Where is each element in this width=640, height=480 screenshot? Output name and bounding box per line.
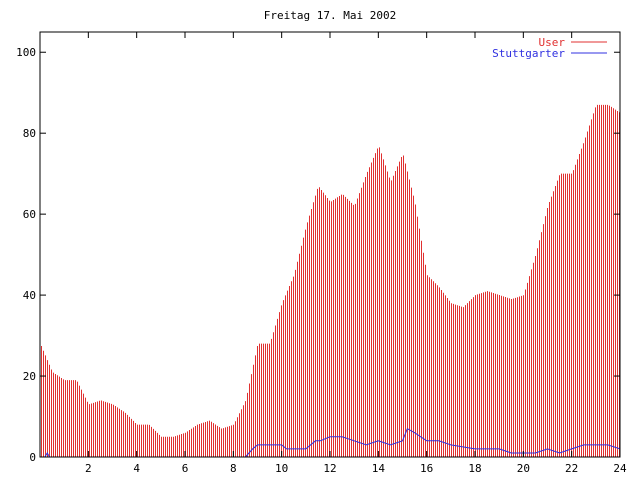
legend-label-user: User <box>539 36 566 49</box>
x-axis: 2 4 6 8 10 12 14 16 18 20 22 24 <box>85 32 627 475</box>
y-tick-label: 40 <box>23 289 36 302</box>
y-tick-label: 100 <box>16 46 36 59</box>
x-tick-label: 16 <box>420 462 433 475</box>
x-tick-label: 4 <box>133 462 140 475</box>
x-tick-label: 2 <box>85 462 92 475</box>
y-axis: 0 20 40 60 80 100 <box>16 46 620 464</box>
x-tick-label: 24 <box>613 462 627 475</box>
x-tick-label: 14 <box>372 462 386 475</box>
x-tick-label: 10 <box>275 462 288 475</box>
y-tick-label: 0 <box>29 451 36 464</box>
y-tick-label: 60 <box>23 208 36 221</box>
x-tick-label: 6 <box>182 462 189 475</box>
legend-label-stuttgarter: Stuttgarter <box>492 47 565 60</box>
user-bars <box>41 104 620 457</box>
y-tick-label: 80 <box>23 127 36 140</box>
chart-title: Freitag 17. Mai 2002 <box>264 9 396 22</box>
x-tick-label: 18 <box>468 462 481 475</box>
x-tick-label: 8 <box>230 462 237 475</box>
x-tick-label: 20 <box>517 462 530 475</box>
x-tick-label: 22 <box>565 462 578 475</box>
y-tick-label: 20 <box>23 370 36 383</box>
legend: User Stuttgarter <box>492 36 607 60</box>
x-tick-label: 12 <box>323 462 336 475</box>
